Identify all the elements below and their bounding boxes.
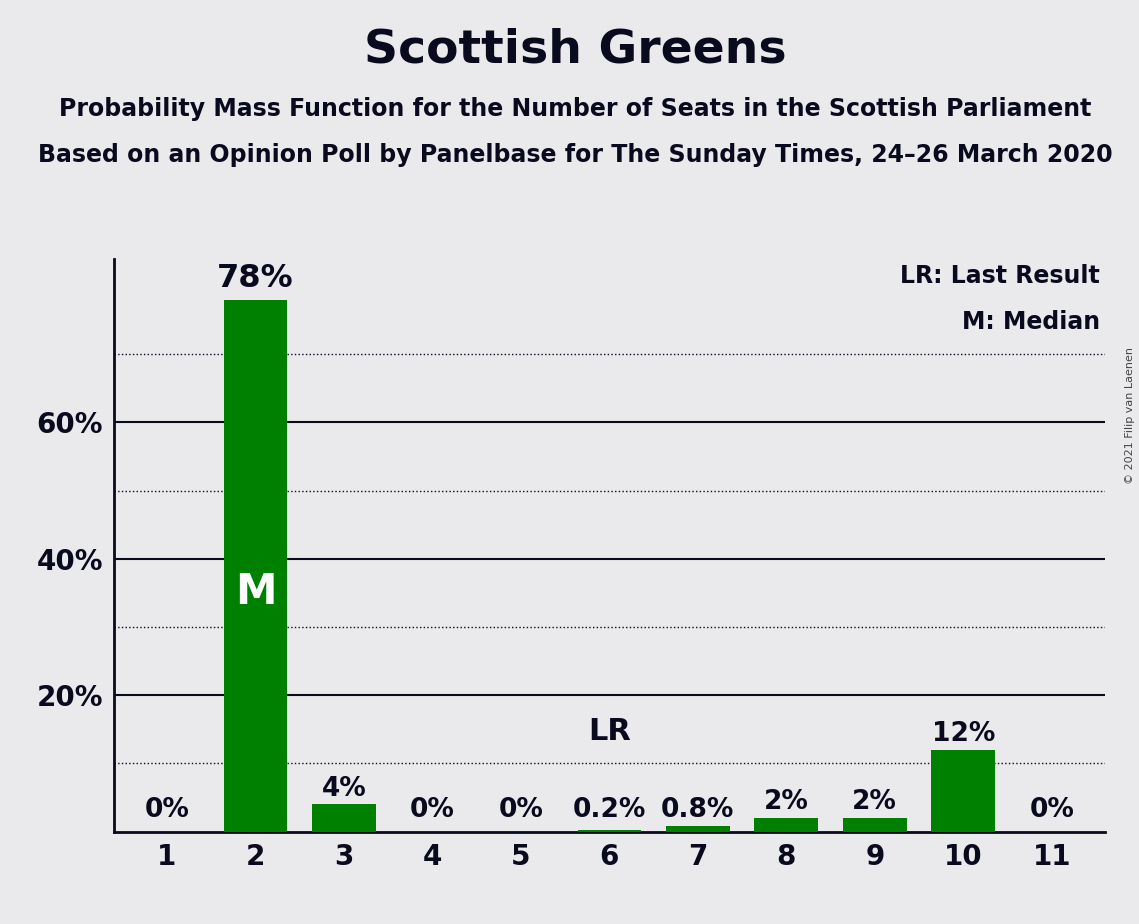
Bar [754, 818, 818, 832]
Text: LR: Last Result: LR: Last Result [900, 264, 1100, 288]
Text: Probability Mass Function for the Number of Seats in the Scottish Parliament: Probability Mass Function for the Number… [59, 97, 1091, 121]
Text: 78%: 78% [218, 263, 294, 294]
Bar [666, 826, 730, 832]
Text: 0.8%: 0.8% [661, 797, 735, 823]
Text: M: Median: M: Median [961, 310, 1100, 334]
Text: LR: LR [588, 717, 631, 747]
Text: M: M [235, 571, 277, 614]
Bar [932, 749, 995, 832]
Text: 0%: 0% [145, 797, 189, 823]
Text: 12%: 12% [932, 721, 995, 747]
Bar [223, 299, 287, 832]
Text: 0%: 0% [1030, 797, 1074, 823]
Text: 0%: 0% [410, 797, 454, 823]
Bar [312, 804, 376, 832]
Bar [843, 818, 907, 832]
Text: 0.2%: 0.2% [573, 797, 646, 823]
Text: 0%: 0% [499, 797, 543, 823]
Text: 2%: 2% [764, 789, 809, 815]
Text: 2%: 2% [852, 789, 898, 815]
Text: 4%: 4% [321, 775, 367, 802]
Text: © 2021 Filip van Laenen: © 2021 Filip van Laenen [1125, 347, 1134, 484]
Bar [577, 831, 641, 832]
Text: Scottish Greens: Scottish Greens [363, 28, 787, 73]
Text: Based on an Opinion Poll by Panelbase for The Sunday Times, 24–26 March 2020: Based on an Opinion Poll by Panelbase fo… [38, 143, 1113, 167]
